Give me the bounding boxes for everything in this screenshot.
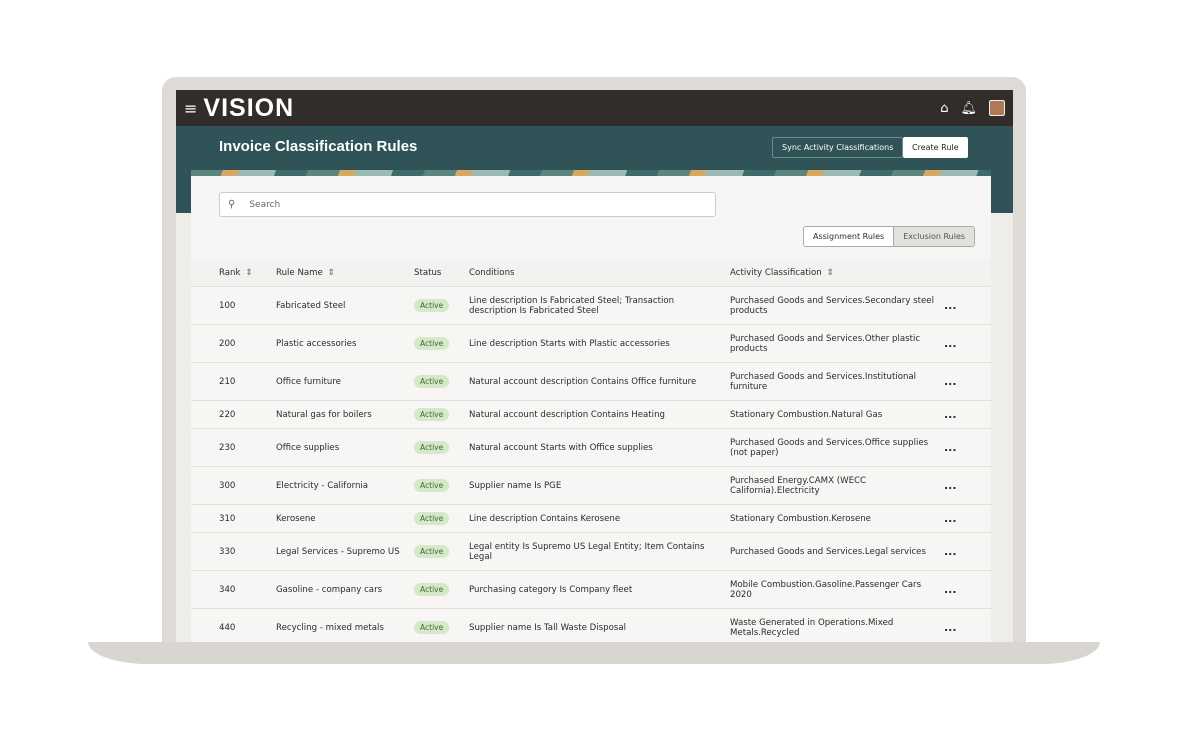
more-actions-icon[interactable]: ... — [944, 479, 957, 492]
sort-icon: ⇕ — [327, 267, 335, 278]
screen: ≡ VISION ⌂ 🔔︎ Invoice Classification Rul… — [176, 90, 1013, 642]
status-badge: Active — [414, 478, 450, 492]
activity-classification: Purchased Goods and Services.Secondary s… — [730, 295, 934, 316]
home-icon[interactable]: ⌂ — [940, 100, 949, 116]
more-actions-icon[interactable]: ... — [944, 583, 957, 596]
activity-classification: Stationary Combustion.Natural Gas — [730, 409, 883, 420]
conditions: Purchasing category Is Company fleet — [469, 584, 633, 595]
rule-name[interactable]: Recycling - mixed metals — [276, 622, 384, 633]
rule-type-toggle: Assignment Rules Exclusion Rules — [803, 226, 976, 247]
table-row[interactable]: 220 Natural gas for boilers Active Natur… — [191, 401, 991, 429]
rank: 210 — [219, 376, 236, 387]
status-badge: Active — [414, 374, 450, 388]
table-row[interactable]: 100 Fabricated Steel Active Line descrip… — [191, 287, 991, 325]
activity-classification: Waste Generated in Operations.Mixed Meta… — [730, 617, 894, 638]
rank: 330 — [219, 546, 236, 557]
more-actions-icon[interactable]: ... — [944, 512, 957, 525]
rank: 100 — [219, 300, 236, 311]
more-actions-icon[interactable]: ... — [944, 337, 957, 350]
table-row[interactable]: 310 Kerosene Active Line description Con… — [191, 505, 991, 533]
status-badge: Active — [414, 407, 450, 421]
bell-icon[interactable]: 🔔︎ — [960, 100, 977, 116]
device-base — [88, 642, 1100, 664]
rank: 300 — [219, 480, 236, 491]
table-row[interactable]: 210 Office furniture Active Natural acco… — [191, 363, 991, 401]
exclusion-rules-tab[interactable]: Exclusion Rules — [893, 227, 975, 246]
status-badge: Active — [414, 298, 450, 312]
rule-name[interactable]: Fabricated Steel — [276, 300, 346, 311]
conditions: Natural account Starts with Office suppl… — [469, 442, 653, 453]
header-rank[interactable]: Rank ⇕ — [219, 267, 253, 278]
search-input[interactable]: ⚲ Search — [219, 192, 716, 217]
activity-classification: Purchased Energy.CAMX (WECC California).… — [730, 475, 866, 496]
logo: VISION — [203, 93, 295, 122]
rule-name[interactable]: Electricity - California — [276, 480, 369, 491]
conditions: Line description Is Fabricated Steel; Tr… — [469, 295, 675, 316]
conditions: Supplier name Is Tall Waste Disposal — [469, 622, 626, 633]
table-row[interactable]: 340 Gasoline - company cars Active Purch… — [191, 571, 991, 609]
more-actions-icon[interactable]: ... — [944, 621, 957, 634]
conditions: Legal entity Is Supremo US Legal Entity;… — [469, 541, 705, 562]
status-badge: Active — [414, 511, 450, 525]
search-placeholder: Search — [249, 199, 281, 210]
table-row[interactable]: 300 Electricity - California Active Supp… — [191, 467, 991, 505]
table-row[interactable]: 330 Legal Services - Supremo US Active L… — [191, 533, 991, 571]
search-icon: ⚲ — [228, 199, 236, 210]
activity-classification: Purchased Goods and Services.Other plast… — [730, 333, 921, 354]
table-header: Rank ⇕ Rule Name ⇕ Status Conditions Activ… — [191, 259, 991, 287]
activity-classification: Purchased Goods and Services.Office supp… — [730, 437, 929, 458]
more-actions-icon[interactable]: ... — [944, 408, 957, 421]
status-badge: Active — [414, 440, 450, 454]
top-bar: ≡ VISION ⌂ 🔔︎ — [176, 90, 1013, 126]
assignment-rules-tab[interactable]: Assignment Rules — [804, 227, 894, 246]
rank: 220 — [219, 409, 236, 420]
avatar[interactable] — [989, 100, 1005, 116]
rank: 230 — [219, 442, 236, 453]
rank: 440 — [219, 622, 236, 633]
rank: 340 — [219, 584, 236, 595]
sync-activity-classifications-button[interactable]: Sync Activity Classifications — [772, 137, 904, 158]
rule-name[interactable]: Gasoline - company cars — [276, 584, 383, 595]
rule-name[interactable]: Kerosene — [276, 513, 316, 524]
sort-icon: ⇕ — [245, 267, 253, 278]
conditions: Line description Starts with Plastic acc… — [469, 338, 670, 349]
table-row[interactable]: 200 Plastic accessories Active Line desc… — [191, 325, 991, 363]
status-badge: Active — [414, 544, 450, 558]
conditions: Natural account description Contains Hea… — [469, 409, 665, 420]
rules-table: Rank ⇕ Rule Name ⇕ Status Conditions Activ… — [191, 259, 991, 642]
more-actions-icon[interactable]: ... — [944, 299, 957, 312]
rule-name[interactable]: Office furniture — [276, 376, 341, 387]
conditions: Line description Contains Kerosene — [469, 513, 621, 524]
table-row[interactable]: 230 Office supplies Active Natural accou… — [191, 429, 991, 467]
header-status: Status — [414, 267, 442, 278]
sort-icon: ⇕ — [826, 267, 834, 278]
page-title: Invoice Classification Rules — [219, 138, 418, 155]
rule-name[interactable]: Natural gas for boilers — [276, 409, 372, 420]
activity-classification: Mobile Combustion.Gasoline.Passenger Car… — [730, 579, 922, 600]
header-conditions: Conditions — [469, 267, 515, 278]
activity-classification: Purchased Goods and Services.Legal servi… — [730, 546, 926, 557]
table-row[interactable]: 440 Recycling - mixed metals Active Supp… — [191, 609, 991, 642]
rank: 200 — [219, 338, 236, 349]
header-rule-name[interactable]: Rule Name ⇕ — [276, 267, 335, 278]
status-badge: Active — [414, 620, 450, 634]
more-actions-icon[interactable]: ... — [944, 375, 957, 388]
rule-name[interactable]: Legal Services - Supremo US — [276, 546, 400, 557]
activity-classification: Stationary Combustion.Kerosene — [730, 513, 871, 524]
conditions: Natural account description Contains Off… — [469, 376, 697, 387]
decorative-banner — [191, 170, 991, 176]
rule-name[interactable]: Office supplies — [276, 442, 340, 453]
rules-card: ⚲ Search Assignment Rules Exclusion Rules… — [191, 176, 991, 642]
rule-name[interactable]: Plastic accessories — [276, 338, 357, 349]
rank: 310 — [219, 513, 236, 524]
create-rule-button[interactable]: Create Rule — [903, 137, 968, 158]
hamburger-icon[interactable]: ≡ — [184, 98, 198, 118]
status-badge: Active — [414, 582, 450, 596]
more-actions-icon[interactable]: ... — [944, 545, 957, 558]
status-badge: Active — [414, 336, 450, 350]
more-actions-icon[interactable]: ... — [944, 441, 957, 454]
header-activity-classification[interactable]: Activity Classification ⇕ — [730, 267, 834, 278]
activity-classification: Purchased Goods and Services.Institution… — [730, 371, 917, 392]
conditions: Supplier name Is PGE — [469, 480, 562, 491]
